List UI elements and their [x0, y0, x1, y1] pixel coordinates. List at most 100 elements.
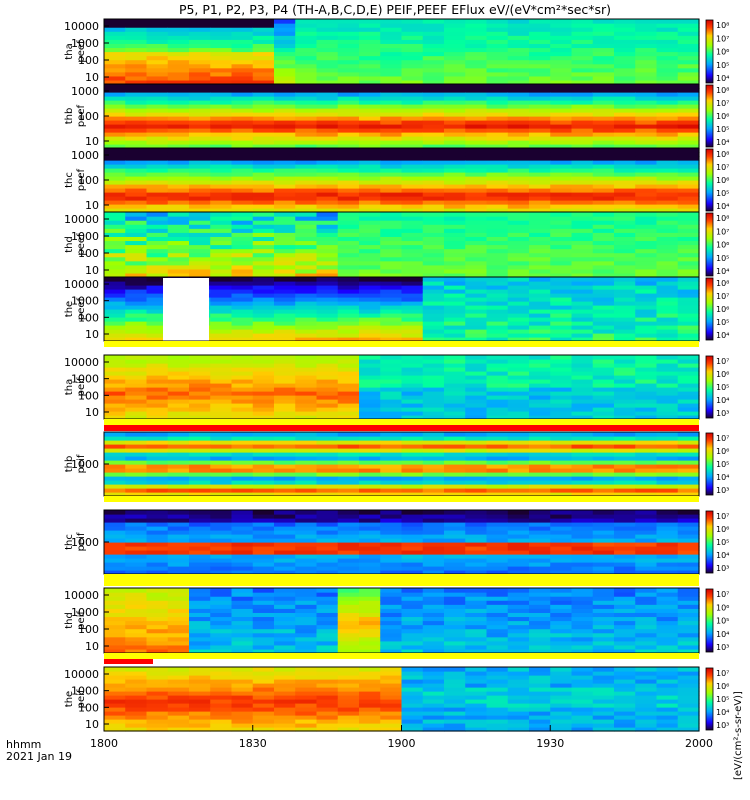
heatmap-cell: [189, 616, 211, 622]
heatmap-cell: [380, 285, 403, 290]
heatmap-cell: [252, 305, 275, 310]
heatmap-cell: [316, 71, 339, 77]
heatmap-cell: [316, 132, 339, 137]
heatmap-cell: [252, 301, 275, 306]
heatmap-cell: [146, 67, 169, 73]
heatmap-cell: [550, 355, 573, 360]
heatmap-cell: [422, 75, 445, 81]
heatmap-cell: [507, 616, 530, 622]
heatmap-cell: [422, 367, 445, 372]
heatmap-cell: [486, 367, 509, 372]
heatmap-cell: [274, 624, 296, 630]
heatmap-cell: [592, 546, 615, 551]
heatmap-cell: [210, 19, 233, 24]
y-tick-label: 100: [78, 247, 99, 260]
heatmap-cell: [359, 100, 381, 105]
heatmap-cell: [465, 196, 488, 201]
heatmap-cell: [295, 156, 318, 161]
heatmap-cell: [125, 640, 148, 646]
heatmap-cell: [359, 240, 381, 246]
heatmap-cell: [295, 313, 318, 318]
heatmap-cell: [380, 51, 403, 57]
heatmap-cell: [252, 387, 275, 392]
heatmap-cell: [486, 687, 509, 692]
heatmap-cell: [571, 359, 594, 364]
heatmap-cell: [125, 293, 148, 298]
heatmap-cell: [571, 39, 594, 44]
heatmap-cell: [656, 71, 679, 77]
heatmap-cell: [529, 128, 551, 133]
heatmap-cell: [550, 452, 573, 457]
heatmap-cell: [231, 468, 254, 473]
heatmap-cell: [274, 403, 296, 408]
heatmap-cell: [337, 542, 360, 547]
heatmap-cell: [614, 440, 636, 445]
heatmap-cell: [274, 432, 296, 437]
heatmap-cell: [274, 172, 296, 177]
heatmap-cell: [529, 411, 551, 416]
heatmap-cell: [592, 415, 615, 420]
heatmap-cell: [125, 329, 148, 334]
heatmap-cell: [146, 596, 169, 601]
heatmap-cell: [486, 268, 509, 274]
heatmap-cell: [486, 395, 509, 400]
heatmap-cell: [380, 208, 403, 213]
heatmap-cell: [167, 35, 190, 40]
heatmap-cell: [677, 43, 700, 49]
heatmap-cell: [635, 558, 658, 563]
heatmap-cell: [635, 301, 658, 306]
heatmap-cell: [486, 383, 509, 388]
heatmap-cell: [316, 403, 339, 408]
heatmap-cell: [189, 128, 211, 133]
heatmap-cell: [380, 719, 403, 724]
heatmap-cell: [316, 148, 339, 153]
heatmap-cell: [189, 63, 211, 69]
panel-ylabel: thdpeef: [64, 233, 87, 256]
heatmap-cell: [614, 305, 636, 310]
heatmap-cell: [274, 695, 296, 700]
heatmap-cell: [635, 55, 658, 61]
colorbar: [705, 212, 714, 277]
heatmap-cell: [656, 244, 679, 250]
heatmap-cell: [422, 510, 445, 515]
heatmap-cell: [486, 411, 509, 416]
heatmap-cell: [337, 23, 360, 28]
heatmap-cell: [529, 43, 551, 49]
heatmap-cell: [444, 363, 466, 368]
heatmap-cell: [465, 228, 488, 233]
heatmap-cell: [210, 216, 233, 221]
heatmap-cell: [231, 596, 254, 601]
heatmap-cell: [550, 156, 573, 161]
heatmap-cell: [380, 325, 403, 330]
heatmap-cell: [189, 79, 211, 85]
heatmap-cell: [274, 538, 296, 543]
heatmap-cell: [614, 616, 636, 622]
heatmap-cell: [359, 592, 381, 597]
heatmap-cell: [231, 546, 254, 551]
heatmap-cell: [125, 550, 148, 555]
heatmap-cell: [529, 84, 551, 89]
heatmap-cell: [529, 691, 551, 696]
heatmap-cell: [635, 309, 658, 314]
heatmap-cell: [359, 616, 381, 622]
heatmap-cell: [465, 297, 488, 302]
heatmap-cell: [422, 640, 445, 646]
heatmap-cell: [529, 325, 551, 330]
heatmap-cell: [529, 23, 551, 28]
heatmap-cell: [167, 387, 190, 392]
heatmap-cell: [422, 277, 445, 282]
heatmap-cell: [104, 514, 126, 519]
heatmap-cell: [486, 75, 509, 81]
heatmap-cell: [401, 588, 424, 593]
heatmap-cell: [167, 172, 190, 177]
heatmap-cell: [401, 321, 424, 326]
heatmap-cell: [189, 132, 211, 137]
heatmap-cell: [231, 333, 254, 338]
heatmap-cell: [465, 375, 488, 380]
heatmap-cell: [295, 244, 318, 250]
heatmap-cell: [422, 632, 445, 638]
heatmap-cell: [295, 671, 318, 676]
heatmap-cell: [656, 79, 679, 85]
heatmap-cell: [401, 19, 424, 24]
heatmap-cell: [656, 411, 679, 416]
